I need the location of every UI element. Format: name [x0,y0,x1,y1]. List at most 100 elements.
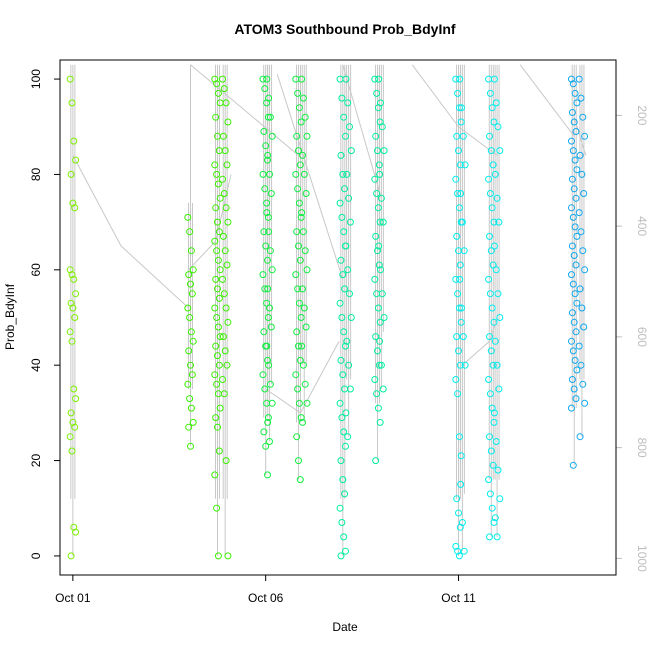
data-point [338,414,346,422]
data-point [568,309,576,317]
data-point [342,342,349,350]
data-point [186,314,194,321]
data-point [264,414,272,422]
data-point [214,180,222,188]
data-point [338,94,346,102]
data-point [223,261,231,269]
data-point [371,275,379,283]
data-point [266,113,274,121]
data-point [342,132,349,140]
data-point [344,433,352,441]
data-point [377,194,385,202]
data-point [302,323,310,331]
data-point [374,304,382,312]
data-point [295,242,302,250]
data-point [69,418,77,426]
y2-tick-label: 400 [635,216,649,236]
y2-tick-label: 600 [635,327,649,347]
data-point [486,232,493,240]
data-point [67,299,75,307]
data-point [67,552,75,560]
data-point [488,504,496,512]
data-point [341,185,349,193]
data-point [581,399,589,407]
data-point [211,371,219,379]
data-point [493,361,501,369]
data-point [267,323,275,331]
data-point [575,75,583,83]
data-point [224,218,232,226]
data-point [224,552,232,560]
data-point [454,547,462,555]
data-point [375,161,383,169]
data-point [379,385,387,393]
data-point [374,347,381,355]
data-point [490,75,498,83]
data-point [572,328,580,336]
data-point [571,356,579,364]
data-point [292,371,300,379]
data-point [569,80,577,88]
data-point [338,519,346,526]
data-point [376,318,384,326]
y-tick-label: 100 [29,69,43,89]
data-point [375,261,383,269]
data-point [264,356,271,364]
data-point [268,399,276,407]
track-line [299,341,340,414]
data-point [264,471,271,479]
data-point [214,256,222,264]
data-point [71,423,79,431]
data-point [458,218,466,226]
data-point [260,328,268,336]
data-point [295,299,303,307]
data-point [264,151,272,159]
data-point [375,361,383,369]
data-point [572,261,580,269]
data-point [295,457,302,465]
track-line [190,64,299,156]
data-point [452,275,460,283]
data-point [345,361,353,369]
data-point [342,75,350,83]
data-point [268,266,276,274]
data-point [373,89,381,97]
data-point [224,118,232,126]
data-point [572,395,580,403]
data-point [579,247,587,255]
plot-frame [59,59,617,576]
data-point [338,213,346,221]
data-point [376,170,384,178]
data-point [494,123,502,131]
data-point [264,213,272,221]
data-point [339,476,347,484]
data-point [571,89,579,97]
data-point [455,204,463,212]
data-point [221,247,229,255]
data-point [262,442,270,450]
data-point [212,342,220,350]
data-point [340,428,348,436]
data-point [377,361,385,369]
data-point [293,328,301,336]
y-axis: 0 20 40 60 80 100 [29,69,60,559]
data-point [189,337,197,345]
data-point [568,75,575,83]
data-point [568,109,576,116]
data-point [212,414,220,422]
data-point [456,75,464,83]
data-point [222,99,230,107]
secondary-y-axis: 200 400 600 800 1000 [616,105,649,572]
y-tick-label: 40 [29,358,43,372]
data-point [371,75,379,83]
data-point [298,342,306,350]
data-point [347,147,355,155]
data-point [489,461,497,469]
data-point [569,347,577,355]
data-point [299,151,306,159]
data-point [211,304,219,312]
data-point [66,433,74,441]
track-line [519,64,575,137]
data-point [214,323,222,331]
data-point [571,156,579,164]
